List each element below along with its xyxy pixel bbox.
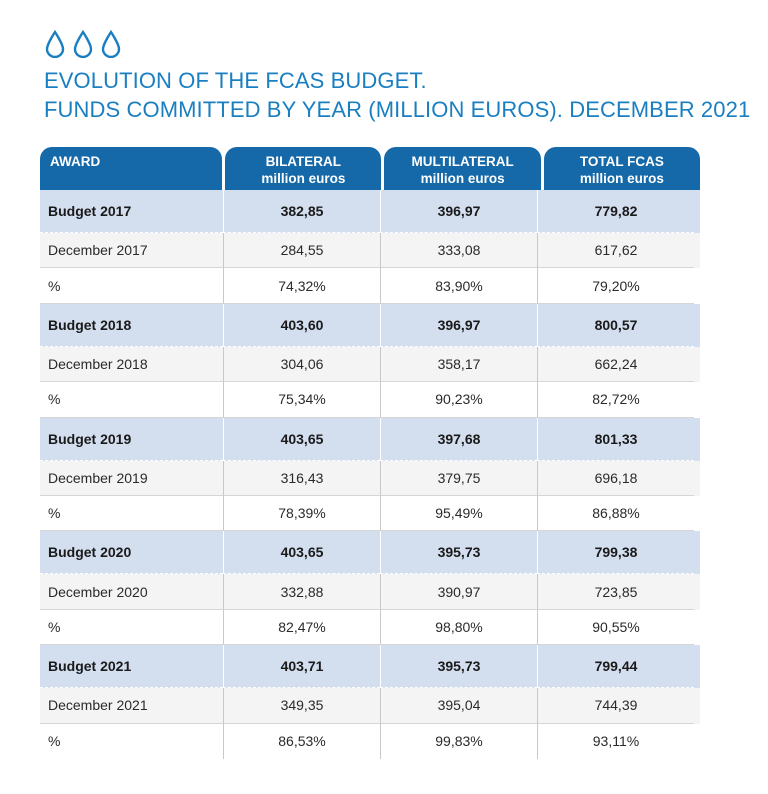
header-multilateral-label: MULTILATERAL xyxy=(411,154,514,169)
multilateral-value: 396,97 xyxy=(380,190,537,233)
multilateral-value: 333,08 xyxy=(380,233,537,269)
table-row: % 82,47% 98,80% 90,55% xyxy=(40,609,700,646)
header-bilateral-label: BILATERAL xyxy=(265,154,342,169)
total-value: 662,24 xyxy=(537,346,694,383)
header-total-label: TOTAL FCAS xyxy=(579,154,664,169)
total-value: 86,88% xyxy=(537,495,694,532)
header-bilateral: BILATERAL million euros xyxy=(225,147,382,190)
table-row: % 78,39% 95,49% 86,88% xyxy=(40,495,700,532)
multilateral-value: 83,90% xyxy=(380,268,537,304)
row-label: Budget 2021 xyxy=(40,645,223,689)
budget-table: AWARD BILATERAL million euros MULTILATER… xyxy=(40,147,700,759)
multilateral-value: 90,23% xyxy=(380,382,537,418)
row-label: % xyxy=(40,610,223,646)
table-row: December 2020 332,88 390,97 723,85 xyxy=(40,574,700,610)
bilateral-value: 349,35 xyxy=(223,688,380,724)
multilateral-value: 395,04 xyxy=(380,688,537,724)
row-label: % xyxy=(48,733,61,750)
row-label: Budget 2017 xyxy=(40,190,223,233)
total-value: 79,20% xyxy=(537,268,694,304)
bilateral-value: 403,71 xyxy=(223,645,380,689)
table-row: Budget 2019 403,65 397,68 801,33 xyxy=(40,417,700,461)
row-label: Budget 2020 xyxy=(40,531,223,575)
header-total-unit: million euros xyxy=(579,171,664,186)
header-multilateral-unit: million euros xyxy=(420,171,505,186)
row-label: % xyxy=(40,496,223,532)
total-value: 799,44 xyxy=(537,645,694,689)
total-value: 617,62 xyxy=(537,233,694,269)
title-line-2: FUNDS COMMITTED BY YEAR (MILLION EUROS).… xyxy=(44,97,751,122)
multilateral-value: 95,49% xyxy=(380,495,537,532)
multilateral-value: 395,73 xyxy=(380,645,537,689)
table-row: % 86,53% 99,83% 93,11% xyxy=(40,723,700,759)
row-label: December 2021 xyxy=(40,688,223,724)
total-value: 90,55% xyxy=(537,609,694,646)
multilateral-value: 379,75 xyxy=(380,460,537,496)
row-label: Budget 2018 xyxy=(40,304,223,347)
title-line-1: EVOLUTION OF THE FCAS BUDGET. xyxy=(44,68,427,93)
table-row: December 2021 349,35 395,04 744,39 xyxy=(40,688,700,724)
row-label: December 2020 xyxy=(40,574,223,610)
bilateral-value: 82,47% xyxy=(223,609,380,646)
row-label: December 2018 xyxy=(40,347,223,383)
multilateral-value: 396,97 xyxy=(380,303,537,347)
bilateral-value: 284,55 xyxy=(223,233,380,269)
bilateral-value: 78,39% xyxy=(223,495,380,532)
bilateral-value: 403,65 xyxy=(223,531,380,575)
total-value: 801,33 xyxy=(537,417,694,461)
total-value: 696,18 xyxy=(537,460,694,496)
multilateral-value: 390,97 xyxy=(380,574,537,610)
total-value: 779,82 xyxy=(537,190,694,233)
bilateral-value: 86,53% xyxy=(223,723,380,759)
row-label: % xyxy=(40,382,223,418)
bilateral-value: 316,43 xyxy=(223,460,380,496)
multilateral-value: 98,80% xyxy=(380,609,537,646)
total-value: 800,57 xyxy=(537,303,694,347)
table-row: % 74,32% 83,90% 79,20% xyxy=(40,268,700,304)
row-label: December 2017 xyxy=(40,233,223,269)
table-row: Budget 2020 403,65 395,73 799,38 xyxy=(40,531,700,575)
bilateral-value: 75,34% xyxy=(223,382,380,418)
total-value: 82,72% xyxy=(537,382,694,418)
water-drop-icon xyxy=(73,30,93,58)
bilateral-value: 332,88 xyxy=(223,574,380,610)
header-total: TOTAL FCAS million euros xyxy=(543,147,700,190)
multilateral-value: 397,68 xyxy=(380,417,537,461)
bilateral-value: 74,32% xyxy=(223,268,380,304)
page-title: EVOLUTION OF THE FCAS BUDGET. FUNDS COMM… xyxy=(44,66,750,124)
table-row: % 75,34% 90,23% 82,72% xyxy=(40,382,700,418)
water-drops xyxy=(44,30,122,58)
header-award-label: AWARD xyxy=(50,154,101,169)
header-bilateral-unit: million euros xyxy=(261,171,346,186)
bilateral-value: 403,60 xyxy=(223,303,380,347)
multilateral-value: 99,83% xyxy=(380,723,537,759)
multilateral-value: 358,17 xyxy=(380,346,537,383)
table-row: December 2018 304,06 358,17 662,24 xyxy=(40,346,700,383)
table-header: AWARD BILATERAL million euros MULTILATER… xyxy=(40,147,700,190)
total-value: 93,11% xyxy=(537,723,694,759)
total-value: 799,38 xyxy=(537,531,694,575)
row-label: % xyxy=(40,268,223,304)
header-award: AWARD xyxy=(40,147,223,190)
table-row: Budget 2021 403,71 395,73 799,44 xyxy=(40,645,700,689)
table-row: December 2019 316,43 379,75 696,18 xyxy=(40,460,700,496)
bilateral-value: 382,85 xyxy=(223,190,380,233)
water-drop-icon xyxy=(101,30,121,58)
table-row: Budget 2017 382,85 396,97 779,82 xyxy=(40,190,700,233)
total-value: 744,39 xyxy=(537,688,694,724)
row-label: Budget 2019 xyxy=(40,418,223,461)
water-drop-icon xyxy=(45,30,65,58)
row-label: December 2019 xyxy=(40,461,223,496)
table-row: Budget 2018 403,60 396,97 800,57 xyxy=(40,303,700,347)
bilateral-value: 403,65 xyxy=(223,417,380,461)
total-value: 723,85 xyxy=(537,574,694,610)
bilateral-value: 304,06 xyxy=(223,346,380,383)
header-multilateral: MULTILATERAL million euros xyxy=(384,147,541,190)
multilateral-value: 395,73 xyxy=(380,531,537,575)
table-row: December 2017 284,55 333,08 617,62 xyxy=(40,233,700,269)
table-body: Budget 2017 382,85 396,97 779,82 December 20… xyxy=(40,190,700,759)
